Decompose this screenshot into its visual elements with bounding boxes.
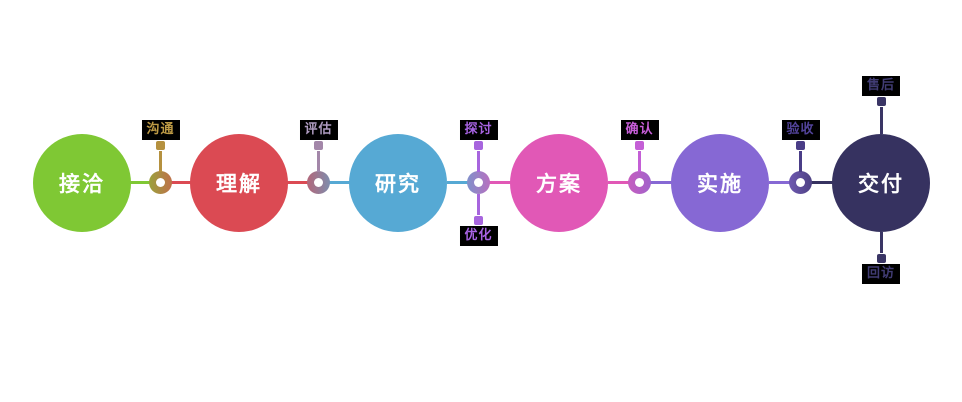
connector-line-right	[170, 181, 193, 184]
stage-label: 实施	[697, 172, 743, 196]
branch-square	[474, 141, 483, 150]
branch-square	[314, 141, 323, 150]
branch-square	[635, 141, 644, 150]
stage-label: 理解	[216, 172, 262, 196]
branch-label: 探讨	[459, 120, 498, 141]
branch-label: 确认	[620, 120, 659, 141]
branch-line	[638, 151, 641, 172]
branch-line	[159, 151, 162, 172]
stage-circle-1: 接洽	[33, 134, 131, 232]
branch-label: 售后	[861, 76, 901, 97]
stage-circle-5: 实施	[671, 134, 769, 232]
branch-label: 评估	[299, 120, 338, 141]
connector-line-left	[607, 181, 630, 184]
branch-label: 沟通	[141, 120, 180, 141]
connector-ring	[307, 171, 330, 194]
branch-line	[317, 151, 320, 172]
connector-line-left	[286, 181, 309, 184]
connector-ring-hole	[635, 178, 644, 187]
branch-square	[796, 141, 805, 150]
connector-ring-hole	[474, 178, 483, 187]
connector-ring-hole	[796, 178, 805, 187]
connector-line-left	[446, 181, 469, 184]
connector-line-left	[128, 181, 151, 184]
connector-line-right	[328, 181, 351, 184]
connector-ring	[149, 171, 172, 194]
stage-label: 接洽	[59, 172, 105, 196]
branch-label: 回访	[861, 264, 901, 285]
stage-circle-2: 理解	[190, 134, 288, 232]
stage-label: 研究	[375, 172, 421, 196]
connector-ring-hole	[314, 178, 323, 187]
stage-label: 方案	[536, 172, 582, 196]
branch-line	[879, 107, 883, 134]
branch-label: 优化	[459, 226, 498, 247]
branch-square	[474, 216, 483, 225]
connector-ring	[467, 171, 490, 194]
stage-label: 交付	[858, 172, 904, 196]
branch-line	[799, 151, 802, 172]
branch-line	[477, 194, 480, 215]
branch-line	[477, 151, 480, 172]
connector-line-right	[649, 181, 672, 184]
connector-ring	[628, 171, 651, 194]
connector-ring	[789, 171, 812, 194]
branch-square	[876, 97, 886, 106]
stage-circle-4: 方案	[510, 134, 608, 232]
branch-label: 验收	[781, 120, 820, 141]
stage-circle-3: 研究	[349, 134, 447, 232]
stage-circle-6: 交付	[832, 134, 930, 232]
branch-square	[156, 141, 165, 150]
connector-line-right	[488, 181, 511, 184]
connector-line-left	[768, 181, 791, 184]
connector-ring-hole	[156, 178, 165, 187]
branch-line	[879, 232, 883, 253]
connector-line-right	[810, 181, 833, 184]
branch-square	[876, 254, 886, 263]
